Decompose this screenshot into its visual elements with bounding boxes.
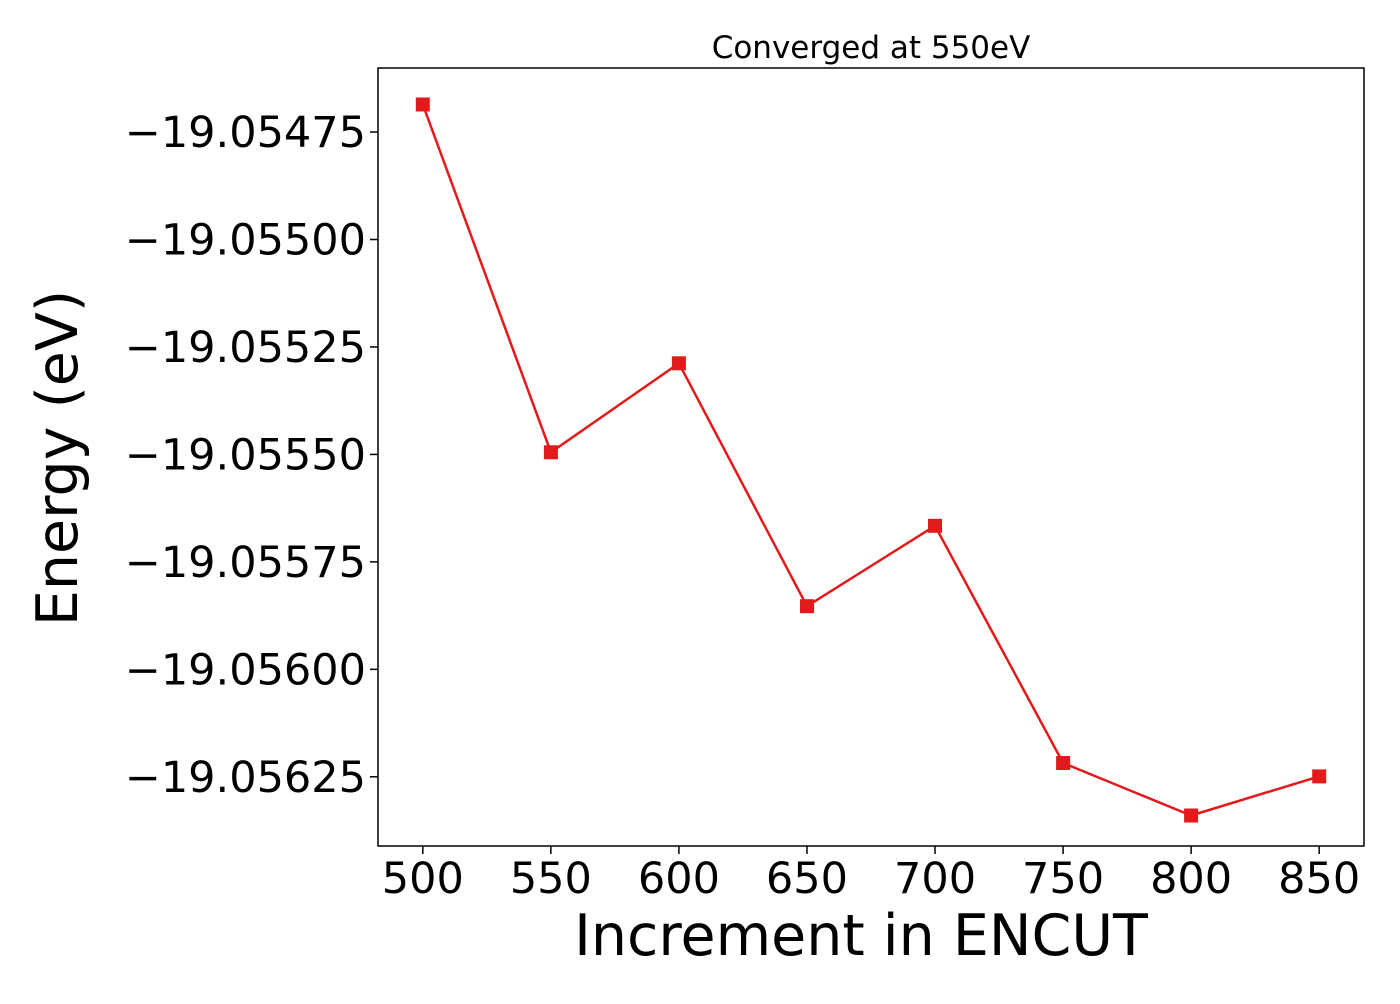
x-tick-label: 650 — [766, 854, 848, 904]
data-point-marker — [671, 356, 686, 371]
y-tick-label: −19.05475 — [125, 108, 366, 158]
series-line — [421, 104, 1320, 817]
x-tick-label: 850 — [1278, 854, 1360, 904]
x-axis-label: Increment in ENCUT — [574, 903, 1148, 969]
x-tick-label: 750 — [1022, 854, 1104, 904]
y-tick-label: −19.05575 — [125, 538, 366, 588]
plot-background — [378, 68, 1364, 846]
data-point-marker — [1056, 756, 1071, 770]
data-point-marker — [1184, 808, 1199, 823]
x-tick-label: 550 — [510, 854, 592, 904]
x-tick-label: 500 — [382, 854, 464, 904]
data-point-marker — [415, 97, 430, 112]
data-point-marker — [543, 445, 558, 460]
y-axis-label: Energy (eV) — [25, 290, 91, 626]
plot-frame — [377, 67, 1365, 847]
x-tick-label: 800 — [1150, 854, 1232, 904]
y-tick-label: −19.05500 — [125, 216, 366, 266]
x-tick-label: 600 — [638, 854, 720, 904]
y-tick-label: −19.05600 — [125, 645, 366, 695]
y-tick-label: −19.05550 — [125, 430, 366, 480]
data-point-marker — [800, 599, 814, 614]
data-point-marker — [1312, 769, 1327, 784]
y-tick-label: −19.05625 — [125, 753, 366, 803]
series-layer — [415, 97, 1327, 823]
x-axis: 500 550 600 650 700 750 800 850 — [382, 846, 1360, 904]
chart-title: Converged at 550eV — [712, 30, 1031, 66]
y-axis: −19.05475 −19.05500 −19.05525 −19.05550 −19.… — [125, 108, 378, 803]
data-point-marker — [928, 518, 942, 533]
y-tick-label: −19.05525 — [125, 323, 366, 373]
x-tick-label: 700 — [894, 854, 976, 904]
